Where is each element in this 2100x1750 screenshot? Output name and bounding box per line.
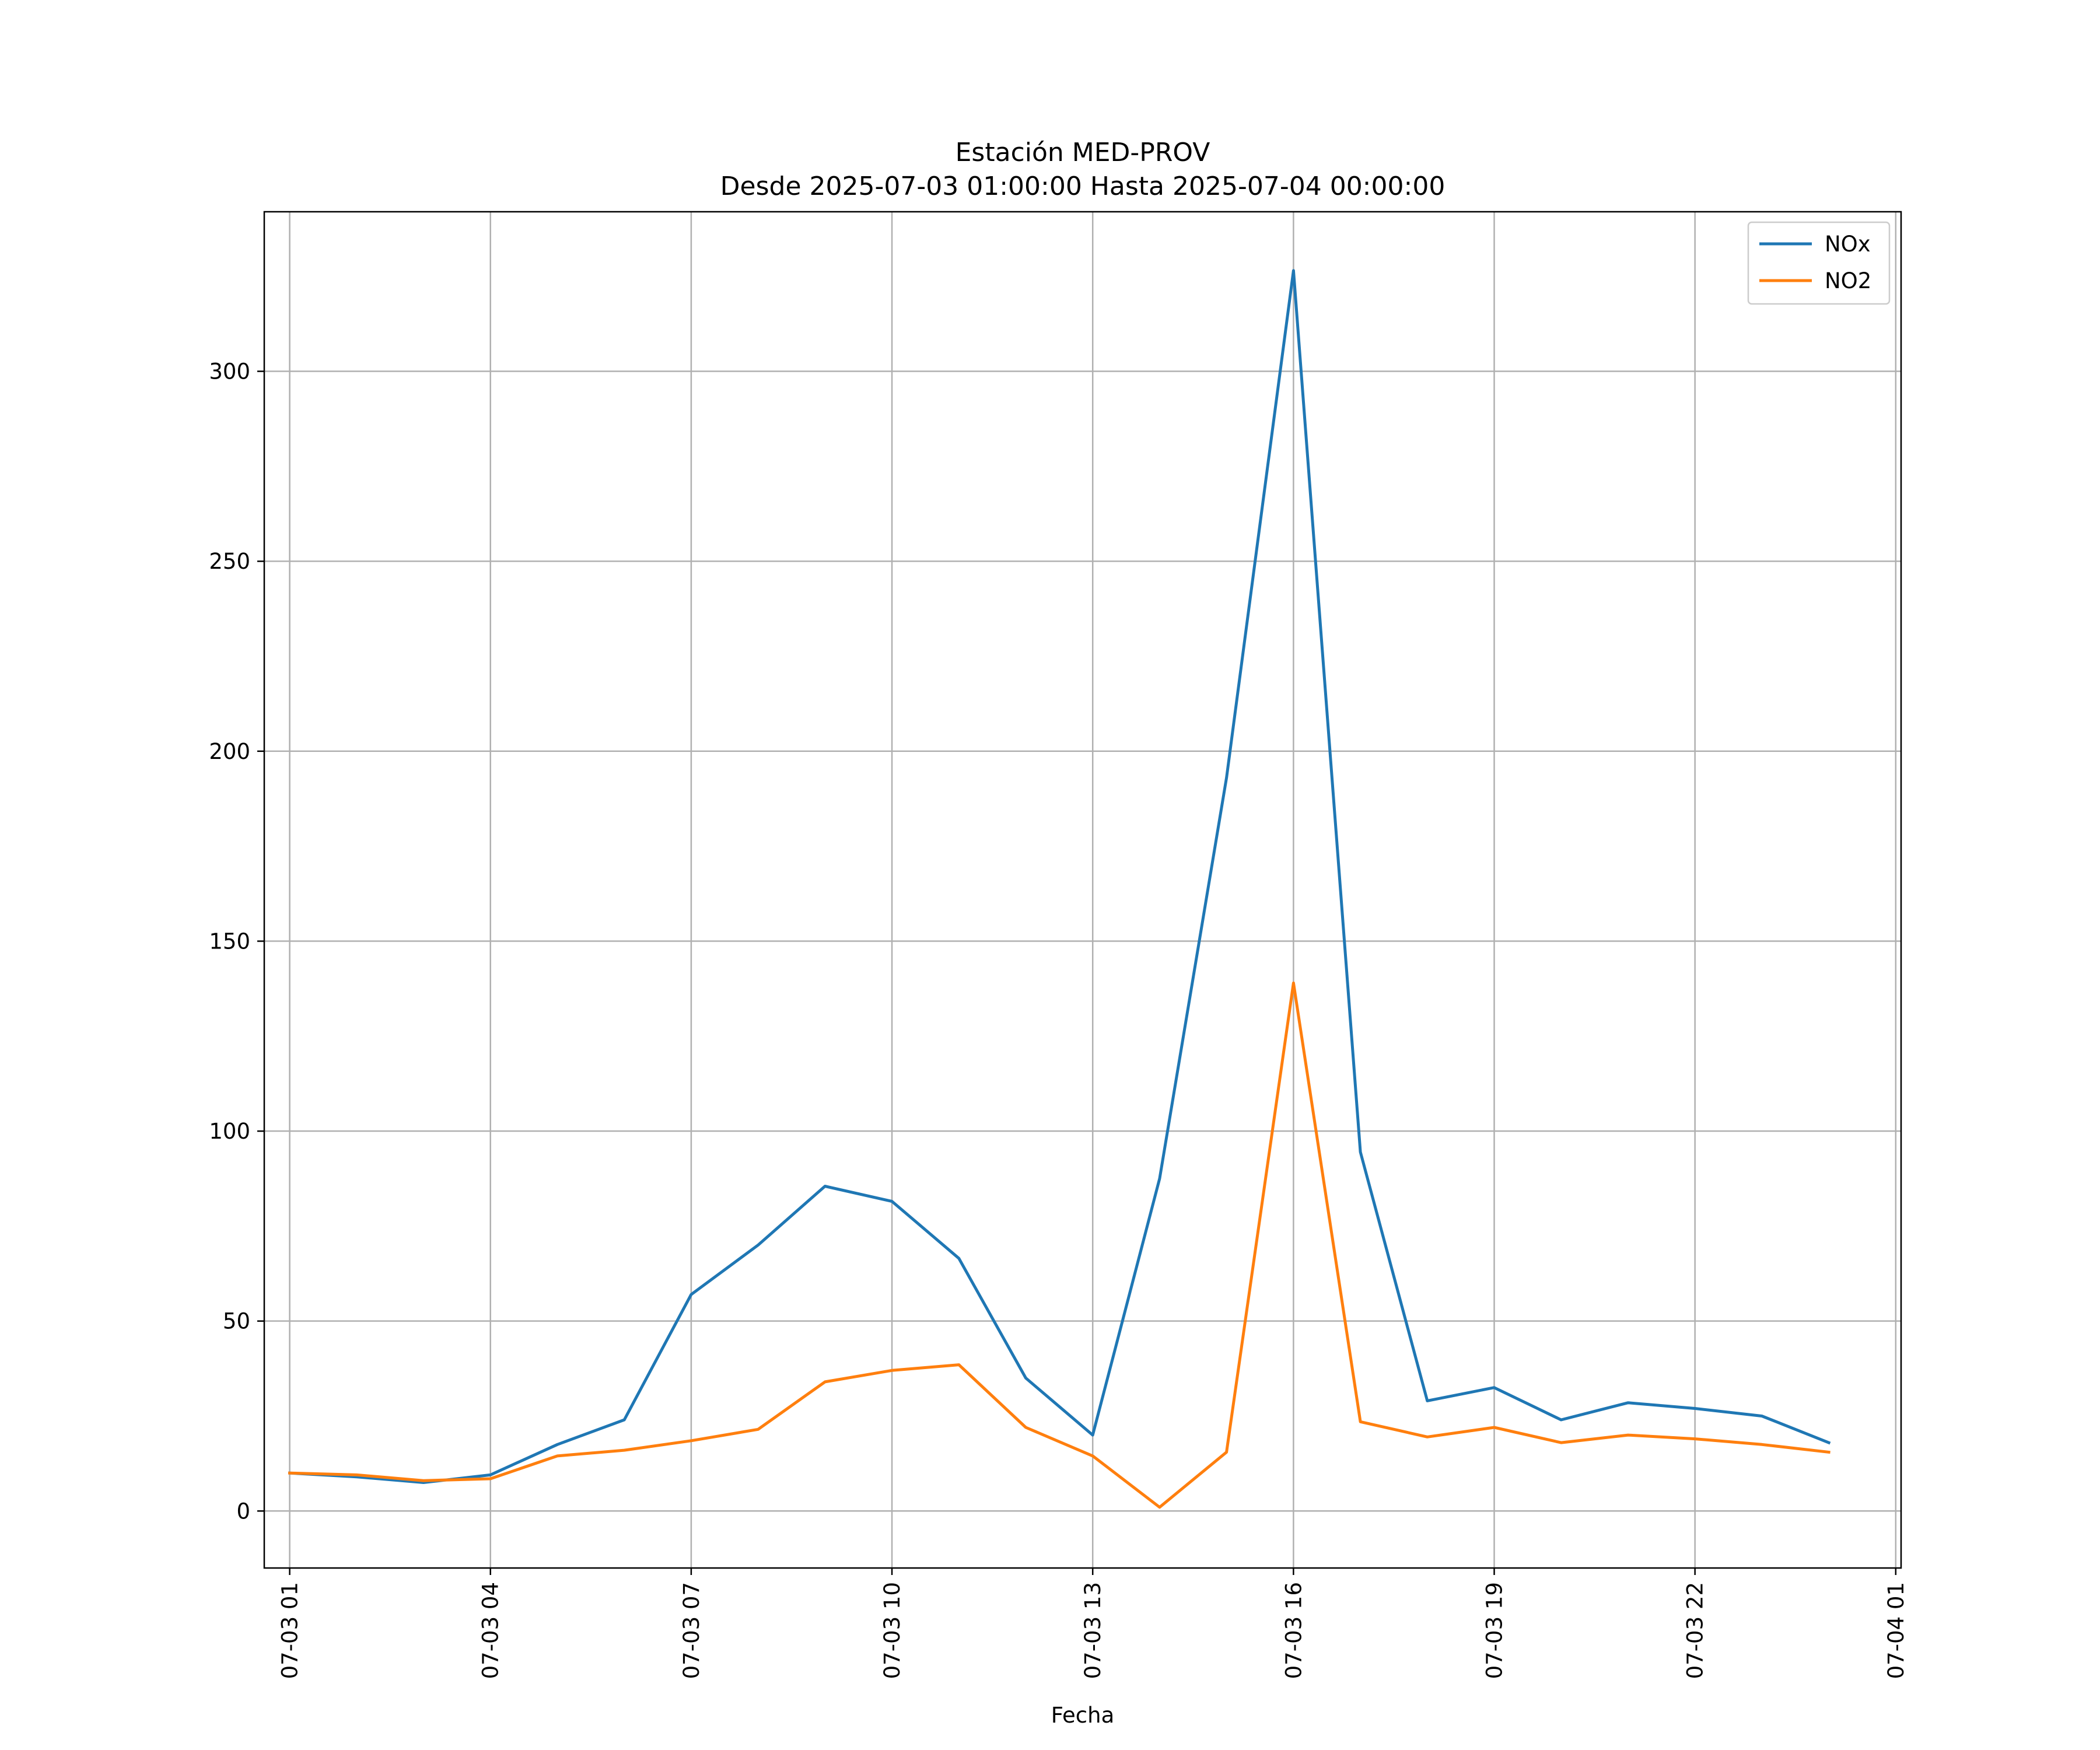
- y-tick-label: 100: [209, 1119, 250, 1144]
- x-tick-label: 07-03 07: [679, 1582, 704, 1679]
- x-tick-label: 07-04 01: [1884, 1582, 1909, 1679]
- y-tick-label: 50: [223, 1309, 250, 1334]
- plot-frame: [263, 211, 1902, 1569]
- series-group: [288, 269, 1831, 1509]
- legend-label-nox: NOx: [1825, 232, 1871, 257]
- y-tick-label: 200: [209, 739, 250, 764]
- series-line-nox: [288, 269, 1831, 1484]
- y-tick-label: 150: [209, 929, 250, 954]
- x-tick-label: 07-03 04: [478, 1582, 503, 1679]
- legend: NOx NO2: [1747, 221, 1891, 305]
- x-tick-label: 07-03 13: [1080, 1582, 1105, 1679]
- y-tick-label: 250: [209, 549, 250, 574]
- x-tick-label: 07-03 22: [1683, 1582, 1708, 1679]
- axis-ticks: 0 50 100 150 200 250 300 07-03 01 07-03 04 07-03 …: [209, 359, 1908, 1679]
- chart-title: Estación MED-PROV: [956, 138, 1210, 167]
- x-axis-label: Fecha: [1051, 1703, 1115, 1728]
- x-tick-label: 07-03 16: [1281, 1582, 1306, 1679]
- x-tick-label: 07-03 01: [278, 1582, 303, 1679]
- x-tick-label: 07-03 19: [1482, 1582, 1507, 1679]
- y-tick-label: 0: [236, 1499, 250, 1524]
- y-tick-label: 300: [209, 359, 250, 384]
- x-tick-label: 07-03 10: [880, 1582, 905, 1679]
- grid: [264, 212, 1901, 1568]
- legend-label-no2: NO2: [1825, 268, 1871, 293]
- series-line-no2: [288, 981, 1831, 1509]
- chart-subtitle: Desde 2025-07-03 01:00:00 Hasta 2025-07-…: [720, 172, 1446, 201]
